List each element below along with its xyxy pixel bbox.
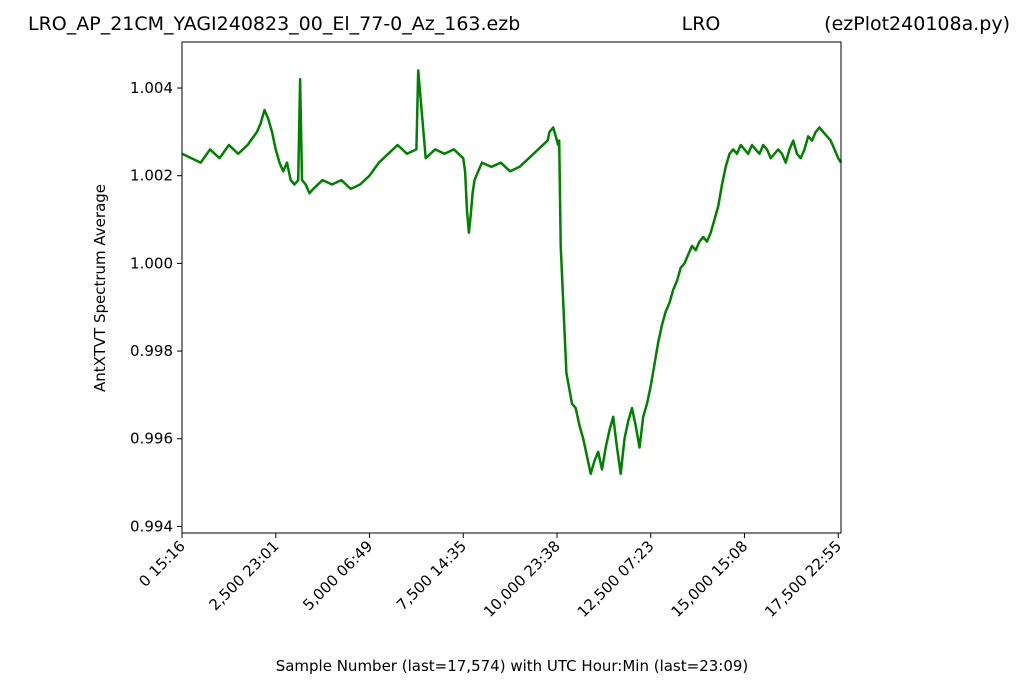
series-layer [181, 69, 843, 476]
x-tick-label: 0 15:16 [135, 537, 188, 590]
x-tick-label: 17,500 22:55 [761, 537, 845, 621]
y-tick-label: 0.998 [130, 342, 173, 360]
series-line-0 [181, 69, 843, 476]
y-axis-label: AntXTVT Spectrum Average [91, 184, 109, 392]
x-axis: 0 15:16 2,500 23:01 5,000 06:49 7,500 14:35… [135, 533, 845, 621]
y-tick-label: 0.994 [130, 517, 173, 535]
x-tick-label: 7,500 14:35 [393, 537, 470, 614]
x-tick-label: 10,000 23:38 [480, 537, 564, 621]
x-tick-label: 2,500 23:01 [206, 537, 283, 614]
plot-frame [181, 41, 842, 534]
x-axis-label: Sample Number (last=17,574) with UTC Hou… [276, 657, 749, 675]
plot-area [181, 41, 843, 534]
chart-title-script: (ezPlot240108a.py) [824, 13, 1010, 35]
y-tick-label: 1.004 [130, 79, 173, 97]
y-tick-label: 1.002 [130, 167, 173, 185]
chart-title-filename: LRO_AP_21CM_YAGI240823_00_El_77-0_Az_163… [28, 13, 520, 35]
y-tick-label: 1.000 [130, 254, 173, 272]
x-tick-label: 5,000 06:49 [299, 537, 376, 614]
y-tick-label: 0.996 [130, 430, 173, 448]
x-tick-label: 12,500 07:23 [574, 537, 658, 621]
y-axis: 0.994 0.996 0.998 1.000 1.002 1.004 [130, 79, 182, 535]
chart-title-site: LRO [682, 13, 721, 35]
x-tick-label: 15,000 15:08 [668, 537, 752, 621]
